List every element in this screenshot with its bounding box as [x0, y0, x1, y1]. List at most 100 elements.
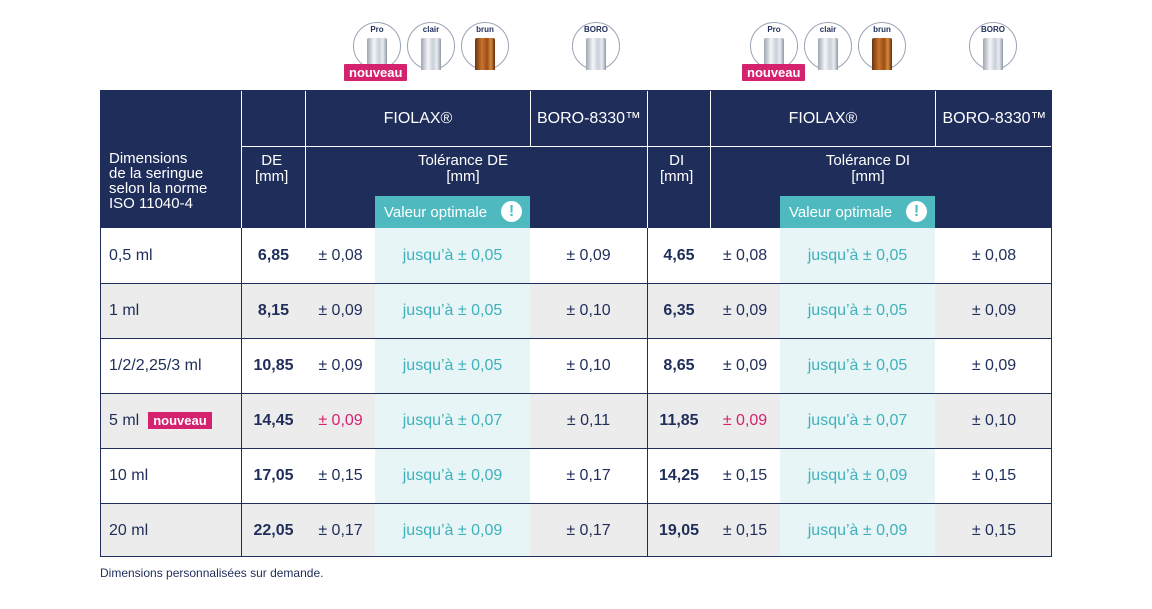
- cell-di: 14,25: [658, 466, 700, 484]
- dimension-label: 10 ml: [109, 466, 149, 484]
- cell-di: 4,65: [663, 246, 695, 264]
- cell-di-opt: jusqu’à ± 0,05: [807, 246, 908, 264]
- cell-di: 11,85: [659, 411, 699, 429]
- header-di: DI [mm]: [660, 152, 694, 185]
- dimension-label: 1 ml: [109, 301, 140, 319]
- dimension-label: 1/2/2,25/3 ml: [109, 356, 202, 374]
- cell-di-tol: ± 0,09: [722, 356, 768, 374]
- cell-di-opt: jusqu’à ± 0,09: [807, 466, 908, 484]
- fiolax-brun-tube-icon: brun: [461, 22, 509, 74]
- header-boro-di: BORO-8330™: [936, 91, 1051, 146]
- dimension-cell: 1/2/2,25/3 ml: [101, 338, 241, 393]
- cell-di-boro: ± 0,10: [971, 411, 1017, 429]
- cell-di-tol: ± 0,09: [722, 301, 768, 319]
- cell-di: 6,35: [663, 301, 695, 319]
- cell-de-opt: jusqu’à ± 0,07: [402, 411, 503, 429]
- header-tolerance-di: Tolérance DI [mm]: [780, 153, 956, 185]
- cell-di-boro: ± 0,09: [971, 356, 1017, 374]
- cell-de: 10,85: [253, 356, 294, 374]
- fiolax-clair-tube-icon: clair: [407, 22, 455, 74]
- cell-di-boro: ± 0,15: [971, 466, 1017, 484]
- di-optimal-column: [780, 228, 935, 556]
- header-boro-de: BORO-8330™: [531, 91, 647, 146]
- fiolax-pro-tube-icon: Pro: [353, 22, 401, 74]
- brun-label: brun: [476, 25, 494, 34]
- fiolax-clair-tube-icon: clair: [804, 22, 852, 74]
- row-divider: [101, 338, 1051, 339]
- header-fiolax-de: FIOLAX®: [306, 91, 530, 146]
- row-divider: [101, 448, 1051, 449]
- cell-de-boro: ± 0,10: [566, 301, 611, 319]
- cell-di-boro: ± 0,08: [971, 246, 1017, 264]
- cell-de: 17,05: [253, 466, 294, 484]
- cell-di-boro: ± 0,15: [971, 521, 1017, 539]
- dimension-label: 0,5 ml: [109, 246, 153, 264]
- cell-de-boro: ± 0,10: [566, 356, 611, 374]
- brun-label: brun: [873, 25, 891, 34]
- cell-de: 22,05: [253, 521, 294, 539]
- dimension-cell: 10 ml: [101, 448, 241, 503]
- header-de: DE [mm]: [255, 152, 289, 185]
- cell-di: 19,05: [658, 521, 700, 539]
- cell-de-boro: ± 0,17: [566, 466, 611, 484]
- nouveau-badge: nouveau: [742, 64, 806, 81]
- cell-de-opt: jusqu’à ± 0,09: [402, 466, 503, 484]
- cell-de-opt: jusqu’à ± 0,05: [402, 301, 503, 319]
- header-dimensions: Dimensions de la seringue selon la norme…: [109, 151, 239, 211]
- nouveau-badge: nouveau: [148, 412, 212, 429]
- pro-label: Pro: [370, 25, 384, 34]
- nouveau-badge: nouveau: [344, 64, 408, 81]
- boro-tube-icon: BORO: [572, 22, 620, 74]
- cell-de-boro: ± 0,11: [566, 411, 611, 429]
- cell-de-tol: ± 0,09: [318, 356, 363, 374]
- cell-de-tol: ± 0,15: [318, 466, 363, 484]
- dimension-label: 20 ml: [109, 521, 149, 539]
- cell-di-opt: jusqu’à ± 0,07: [807, 411, 908, 429]
- pro-label: Pro: [767, 25, 781, 34]
- valeur-optimale-di-label: Valeur optimale !: [780, 196, 935, 228]
- cell-de-tol: ± 0,09: [318, 411, 363, 429]
- cell-de-opt: jusqu’à ± 0,05: [402, 356, 503, 374]
- cell-de-boro: ± 0,09: [566, 246, 611, 264]
- header-fiolax-di: FIOLAX®: [711, 91, 935, 146]
- cell-de: 8,15: [257, 301, 290, 319]
- cell-de: 6,85: [257, 246, 290, 264]
- footnote: Dimensions personnalisées sur demande.: [100, 566, 324, 580]
- cell-de-tol: ± 0,17: [318, 521, 363, 539]
- cell-di-opt: jusqu’à ± 0,05: [807, 356, 908, 374]
- cell-di-boro: ± 0,09: [971, 301, 1017, 319]
- exclamation-icon: !: [501, 201, 522, 222]
- row-divider: [101, 503, 1051, 504]
- cell-de: 14,45: [253, 411, 294, 429]
- clair-label: clair: [819, 25, 837, 34]
- cell-di-tol: ± 0,15: [722, 521, 768, 539]
- dimension-cell: 20 ml: [101, 503, 241, 556]
- cell-di: 8,65: [663, 356, 695, 374]
- cell-di-tol: ± 0,09: [722, 411, 768, 429]
- cell-de-opt: jusqu’à ± 0,05: [402, 246, 503, 264]
- exclamation-icon: !: [906, 201, 927, 222]
- cell-di-tol: ± 0,08: [722, 246, 768, 264]
- clair-label: clair: [422, 25, 440, 34]
- boro-label: BORO: [981, 25, 1005, 34]
- cell-de-tol: ± 0,09: [318, 301, 363, 319]
- boro-tube-icon: BORO: [969, 22, 1017, 74]
- cell-di-tol: ± 0,15: [722, 466, 768, 484]
- cell-de-tol: ± 0,08: [318, 246, 363, 264]
- row-divider: [101, 283, 1051, 284]
- de-optimal-column: [375, 228, 530, 556]
- row-divider: [101, 393, 1051, 394]
- cell-di-opt: jusqu’à ± 0,05: [807, 301, 908, 319]
- syringe-dimensions-table: FIOLAX® BORO-8330™ FIOLAX® BORO-8330™ Di…: [100, 90, 1052, 557]
- dimension-cell: 1 ml: [101, 283, 241, 338]
- cell-de-opt: jusqu’à ± 0,09: [402, 521, 503, 539]
- dimension-cell: 0,5 ml: [101, 228, 241, 283]
- cell-di-opt: jusqu’à ± 0,09: [807, 521, 908, 539]
- cell-de-boro: ± 0,17: [566, 521, 611, 539]
- dimension-label: 5 ml: [109, 411, 140, 429]
- valeur-optimale-de-label: Valeur optimale !: [375, 196, 530, 228]
- header-tolerance-de: Tolérance DE [mm]: [375, 153, 551, 185]
- boro-label: BORO: [584, 25, 608, 34]
- dimension-cell: 5 ml nouveau: [101, 393, 241, 448]
- fiolax-brun-tube-icon: brun: [858, 22, 906, 74]
